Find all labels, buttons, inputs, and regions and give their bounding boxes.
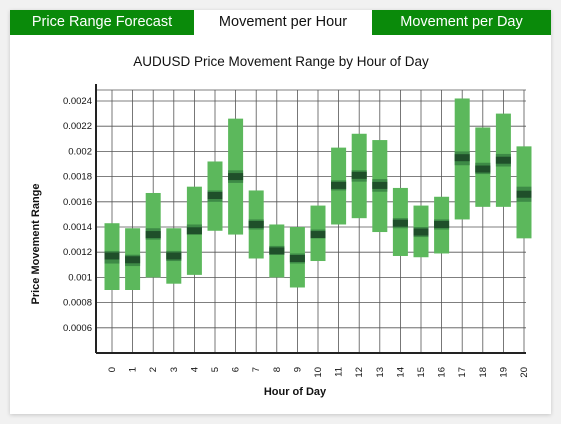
median-mark	[207, 192, 223, 199]
median-mark	[310, 231, 326, 239]
median-mark	[454, 154, 470, 162]
y-tick-label: 0.0022	[63, 121, 92, 132]
x-tick-label: 11	[334, 367, 345, 377]
median-mark	[248, 220, 264, 228]
median-mark	[104, 252, 120, 260]
median-mark	[392, 219, 408, 227]
median-mark	[351, 171, 367, 179]
median-mark	[125, 256, 141, 264]
x-tick-label: 8	[272, 367, 283, 372]
median-mark	[228, 173, 244, 181]
median-mark	[289, 255, 305, 262]
y-tick-label: 0.0018	[63, 172, 92, 183]
y-tick-label: 0.0006	[63, 323, 92, 334]
y-tick-label: 0.0016	[63, 197, 92, 208]
x-tick-label: 16	[437, 367, 448, 378]
y-tick-label: 0.002	[68, 146, 92, 157]
median-mark	[145, 231, 161, 239]
median-mark	[166, 252, 182, 260]
x-tick-label: 13	[375, 367, 386, 378]
x-tick-label: 18	[478, 367, 489, 378]
tab-price-range-forecast[interactable]: Price Range Forecast	[10, 10, 194, 35]
x-tick-label: 12	[354, 367, 365, 378]
y-tick-label: 0.0012	[63, 247, 92, 258]
median-mark	[372, 181, 388, 189]
median-mark	[186, 227, 202, 235]
tab-movement-per-hour[interactable]: Movement per Hour	[194, 10, 372, 35]
x-tick-label: 17	[457, 367, 468, 378]
x-tick-label: 5	[210, 367, 221, 372]
y-tick-label: 0.0024	[63, 96, 92, 107]
x-tick-label: 10	[313, 367, 324, 378]
y-tick-label: 0.0008	[63, 298, 92, 309]
x-tick-label: 2	[148, 367, 159, 372]
x-tick-label: 19	[498, 367, 509, 378]
y-tick-label: 0.0014	[63, 222, 92, 233]
median-mark	[475, 165, 491, 173]
x-tick-label: 3	[169, 367, 180, 372]
x-axis-label: Hour of Day	[264, 386, 327, 398]
median-mark	[434, 220, 450, 228]
x-tick-label: 15	[416, 367, 427, 378]
median-mark	[413, 228, 429, 236]
y-tick-label: 0.001	[68, 272, 92, 283]
x-tick-label: 7	[251, 367, 262, 372]
y-axis-label: Price Movement Range	[30, 183, 42, 304]
median-mark	[331, 181, 347, 189]
range-bars	[104, 98, 532, 290]
y-tick-labels: 0.0006 0.0008 0.001 0.0012 0.0014 0.0016 0.001…	[63, 96, 92, 334]
x-tick-label: 14	[395, 367, 406, 378]
x-tick-label: 20	[519, 367, 530, 378]
tab-movement-per-day[interactable]: Movement per Day	[372, 10, 551, 35]
x-tick-labels: 0 1 2 3 4 5 6 7 8 9 10 11 12 13 14 15 16 17 18 19 20	[107, 367, 530, 378]
median-mark	[495, 156, 511, 164]
median-mark	[516, 190, 532, 198]
median-mark	[269, 247, 285, 255]
x-tick-label: 4	[189, 367, 200, 372]
x-tick-label: 1	[128, 367, 139, 372]
chart-title: AUDUSD Price Movement Range by Hour of D…	[133, 54, 429, 69]
x-tick-label: 6	[231, 367, 242, 372]
tab-bar: Price Range Forecast Movement per Hour M…	[10, 10, 551, 35]
chart-panel: Price Range Forecast Movement per Hour M…	[10, 10, 551, 414]
x-tick-label: 0	[107, 367, 118, 372]
x-tick-label: 9	[292, 367, 303, 372]
chart-area: AUDUSD Price Movement Range by Hour of D…	[30, 54, 532, 398]
